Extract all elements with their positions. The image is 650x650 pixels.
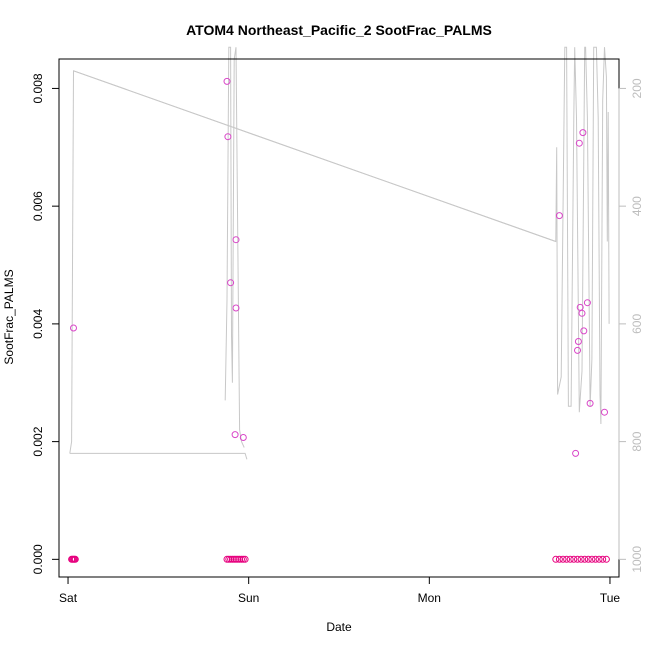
data-point: [584, 555, 592, 563]
data-point: [231, 431, 239, 439]
data-point: [602, 555, 610, 563]
data-point: [555, 555, 563, 563]
data-point: [224, 133, 232, 141]
data-point: [559, 555, 567, 563]
data-point: [552, 555, 560, 563]
y-tick-label: 0.002: [31, 426, 45, 456]
data-point: [601, 408, 608, 416]
data-point: [599, 555, 607, 563]
data-point: [595, 555, 603, 563]
x-tick-label: Mon: [418, 591, 441, 605]
plot-area: [68, 46, 610, 563]
data-point: [223, 77, 231, 85]
data-point: [227, 279, 235, 287]
data-point: [570, 555, 578, 563]
data-point: [578, 309, 586, 317]
pressure-line-segment: [224, 46, 245, 448]
y-tick-label: 0.000: [31, 544, 45, 574]
data-point: [70, 324, 77, 332]
data-point: [572, 449, 580, 457]
data-point: [586, 399, 594, 407]
data-point: [241, 555, 249, 563]
data-point: [555, 212, 563, 220]
y2-tick-label: 400: [630, 196, 644, 216]
y2-tick-label: 600: [630, 314, 644, 334]
plot-frame: [58, 58, 620, 578]
data-point: [232, 304, 240, 312]
data-point: [239, 434, 247, 441]
data-point: [574, 338, 582, 345]
x-tick-label: Sat: [59, 591, 78, 605]
y2-tick-label: 1000: [630, 546, 644, 573]
data-point: [581, 555, 589, 563]
x-axis-label: Date: [326, 620, 352, 634]
pressure-line: [69, 46, 610, 454]
data-point: [574, 346, 581, 354]
x-tick-label: Tue: [600, 591, 621, 605]
y-tick-label: 0.004: [31, 309, 45, 339]
y-tick-label: 0.006: [31, 191, 45, 221]
chart-title: ATOM4 Northeast_Pacific_2 SootFrac_PALMS: [186, 22, 492, 38]
data-point: [574, 555, 581, 563]
data-point: [580, 327, 588, 335]
y-axis-label: SootFrac_PALMS: [2, 269, 16, 364]
data-point: [577, 555, 585, 563]
y-tick-label: 0.008: [31, 73, 45, 103]
data-point: [566, 555, 574, 563]
data-point: [563, 555, 571, 563]
data-point: [583, 299, 591, 307]
y2-tick-label: 200: [630, 78, 644, 98]
data-point: [592, 555, 599, 563]
data-point: [579, 129, 587, 137]
data-point: [232, 236, 240, 244]
data-point: [588, 555, 596, 563]
axes: Sat Sun Mon Tue 0.000 0.002 0.004 0.006 0.008 200…: [31, 58, 644, 605]
data-point: [71, 555, 79, 563]
data-point: [575, 139, 583, 147]
pressure-line-segment: [69, 452, 248, 460]
x-tick-label: Sun: [238, 591, 259, 605]
y2-tick-label: 800: [630, 431, 644, 451]
